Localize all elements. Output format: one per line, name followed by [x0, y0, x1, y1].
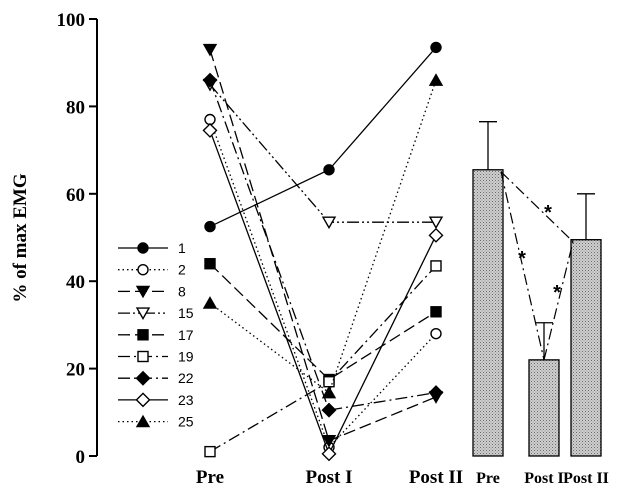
data-point — [204, 220, 216, 233]
series-line — [209, 49, 437, 442]
legend-entry-22: 22 — [118, 370, 194, 386]
data-point — [204, 258, 216, 270]
data-point — [428, 227, 444, 243]
y-tick-label: 40 — [66, 272, 85, 293]
summary-bar-0 — [472, 121, 504, 457]
series-19 — [204, 260, 442, 458]
legend-label: 8 — [178, 283, 186, 299]
y-tick-label: 100 — [57, 10, 86, 31]
legend-marker — [135, 307, 151, 321]
series-line — [209, 84, 436, 223]
series-line — [209, 79, 437, 411]
data-point — [321, 385, 337, 399]
legend-entry-25: 25 — [118, 414, 194, 430]
data-point — [428, 385, 444, 401]
data-point — [321, 446, 337, 462]
significance-markers: * * * — [500, 171, 574, 361]
x-category-label: Post II — [409, 467, 463, 488]
legend-entry-23: 23 — [118, 392, 194, 408]
data-point — [202, 122, 218, 138]
series-15 — [202, 78, 444, 230]
summary-bar-2 — [570, 193, 602, 457]
legend-marker — [135, 414, 151, 428]
legend-marker — [137, 242, 149, 254]
data-point — [321, 216, 337, 230]
series-line — [209, 79, 437, 394]
bar — [472, 169, 504, 457]
legend-label: 1 — [178, 240, 186, 256]
summary-bar-1 — [528, 322, 560, 457]
series-23 — [202, 122, 444, 462]
legend-entry-1: 1 — [118, 240, 186, 256]
legend-entry-17: 17 — [118, 327, 194, 343]
data-point — [428, 216, 444, 230]
legend-label: 2 — [178, 262, 186, 278]
legend-marker — [137, 350, 149, 363]
legend-entry-19: 19 — [118, 349, 194, 365]
data-point — [430, 41, 442, 54]
series-22 — [202, 72, 444, 418]
y-tick-label: 0 — [76, 447, 86, 468]
bar — [528, 359, 560, 457]
data-point — [323, 376, 335, 388]
sig-line — [500, 171, 574, 243]
legend-label: 19 — [178, 349, 194, 365]
y-tick-label: 20 — [66, 360, 85, 381]
legend-entry-2: 2 — [118, 262, 186, 278]
legend-entry-15: 15 — [118, 305, 194, 321]
data-point — [321, 435, 337, 448]
data-point — [321, 402, 337, 418]
legend-marker — [135, 392, 151, 408]
legend-entry-8: 8 — [118, 283, 186, 299]
data-point — [430, 260, 442, 272]
series-line — [209, 263, 437, 381]
legend-marker — [135, 285, 151, 299]
legend-label: 15 — [178, 305, 194, 321]
summary-bars: * * * — [472, 121, 602, 457]
significance-star: * — [518, 248, 526, 270]
bar-category-label: Post I — [524, 470, 564, 487]
data-point — [202, 72, 218, 88]
data-point — [430, 327, 442, 340]
data-point — [428, 73, 444, 86]
bar-category-label: Pre — [476, 470, 500, 487]
y-tick-label: 60 — [66, 185, 85, 206]
significance-star: * — [544, 202, 552, 224]
data-point — [204, 445, 216, 458]
data-point — [202, 43, 218, 57]
significance-star: * — [553, 282, 561, 304]
bar-category-label: Post II — [563, 470, 609, 487]
y-tick-label: 80 — [66, 97, 85, 118]
y-axis-label: % of max EMG — [10, 173, 31, 303]
legend-label: 22 — [178, 370, 194, 386]
series-25 — [202, 73, 444, 399]
series-line — [209, 265, 437, 453]
subject-lines — [202, 41, 444, 462]
series-1 — [204, 41, 442, 233]
legend-label: 23 — [178, 392, 194, 408]
data-point — [430, 306, 442, 318]
data-point — [323, 164, 335, 176]
bar — [570, 239, 602, 457]
legend-label: 25 — [178, 414, 194, 430]
data-point — [202, 296, 218, 309]
legend-marker — [137, 264, 149, 276]
series-8 — [202, 43, 444, 448]
x-category-label: Pre — [196, 467, 224, 488]
legend: 1 2 8 15 17 19 22 23 25 — [118, 240, 194, 430]
x-category-label: Post I — [306, 467, 353, 488]
legend-marker — [137, 329, 149, 341]
series-17 — [204, 258, 442, 386]
series-line — [209, 46, 437, 228]
legend-marker — [135, 370, 151, 386]
legend-label: 17 — [178, 327, 194, 343]
